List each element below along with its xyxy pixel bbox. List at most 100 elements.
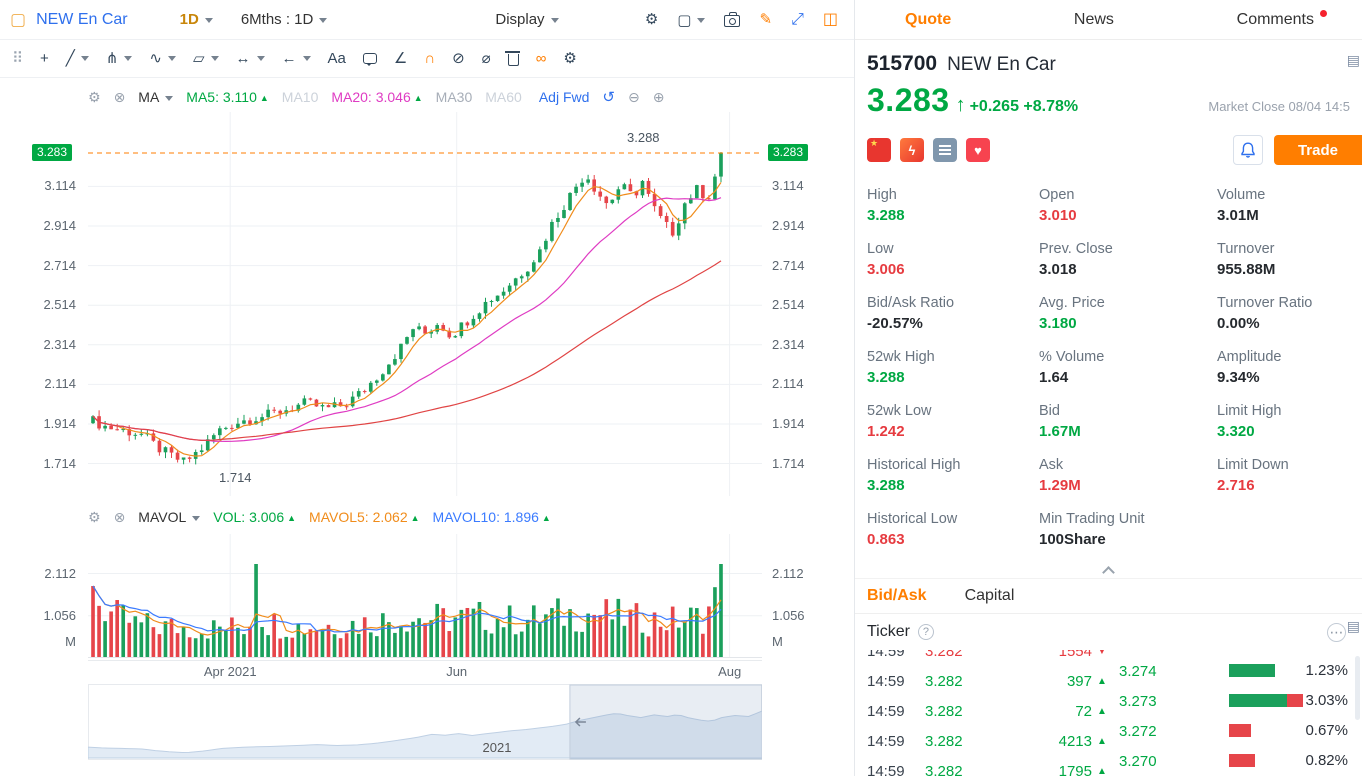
- wave-tool-icon[interactable]: ∿: [149, 51, 176, 66]
- indicator-settings-icon[interactable]: ⚙: [88, 508, 101, 525]
- trade-button[interactable]: Trade: [1273, 135, 1362, 165]
- mavol-selector[interactable]: MAVOL: [138, 509, 201, 525]
- arrow-tool-icon[interactable]: ←: [282, 51, 311, 66]
- star-icon: ★: [870, 138, 879, 148]
- pattern-tool-icon[interactable]: ▱: [193, 51, 219, 66]
- continuous-drawing-icon: ⊘: [452, 50, 465, 67]
- undo-icon[interactable]: ↺: [602, 88, 615, 106]
- drag-handle-icon[interactable]: ⠿: [12, 51, 23, 66]
- bell-icon: [1241, 142, 1255, 158]
- tab-news[interactable]: News: [1073, 10, 1114, 28]
- level-bar: [1229, 754, 1348, 768]
- lightning-icon[interactable]: ϟ: [900, 138, 924, 162]
- layout-select-icon[interactable]: ▢: [677, 11, 706, 29]
- range-select[interactable]: 6Mths : 1D: [241, 11, 328, 28]
- price-chart-area: 3.288 1.714 3.114 3.114 2.914 2.914 2.714 2.71…: [0, 112, 854, 496]
- trade-price: 3.282: [925, 732, 963, 750]
- drawing-settings-icon[interactable]: ⚙: [563, 51, 576, 66]
- trendline-tool-icon[interactable]: ╱: [66, 51, 89, 66]
- move-tool-icon[interactable]: +: [40, 51, 49, 66]
- scrollbar[interactable]: [1355, 656, 1360, 720]
- continuous-drawing-icon[interactable]: ⊘: [452, 51, 465, 66]
- zoom-out-icon[interactable]: ⊖: [627, 88, 640, 105]
- trade-time: 14:59: [867, 672, 905, 690]
- ma-selector[interactable]: MA: [138, 89, 174, 105]
- pattern-tool-icon: ▱: [192, 50, 205, 67]
- document-icon[interactable]: [933, 138, 957, 162]
- adj-fwd-link[interactable]: Adj Fwd: [538, 89, 590, 105]
- stat-low: Low 3.006: [867, 238, 1039, 292]
- workspace-icon[interactable]: ▢: [10, 10, 27, 29]
- pencil-icon[interactable]: ✎: [759, 11, 773, 28]
- pitchfork-tool-icon[interactable]: ⋔: [106, 51, 133, 66]
- candlestick-chart[interactable]: 3.288 1.714: [88, 112, 762, 496]
- level-price: 3.273: [1119, 692, 1157, 710]
- volume-chart[interactable]: [88, 534, 762, 658]
- indicator-mavol10[interactable]: MAVOL10: 1.896 ▲: [433, 509, 551, 525]
- interval-select[interactable]: 1D: [180, 11, 213, 28]
- indicator-vol[interactable]: VOL: 3.006 ▲: [213, 509, 296, 525]
- indicator-ma5[interactable]: MA5: 3.110 ▲: [186, 89, 268, 105]
- trade-row: 14:59 3.282 1554 ▼: [855, 650, 1113, 666]
- indicator-close-icon[interactable]: ⊗: [113, 88, 126, 105]
- indicator-close-icon[interactable]: ⊗: [113, 508, 126, 525]
- stat-min-trading-unit: Min Trading Unit 100Share: [1039, 508, 1217, 562]
- indicator-ma20[interactable]: MA20: 3.046 ▲: [331, 89, 422, 105]
- indicator-text: MA30: [435, 89, 473, 105]
- stat-historical-low: Historical Low 0.863: [867, 508, 1039, 562]
- camera-icon[interactable]: [724, 12, 741, 27]
- trade-volume: 1554: [1058, 650, 1092, 660]
- expand-icon[interactable]: ⤢: [791, 10, 804, 28]
- zoom-in-icon[interactable]: ⊕: [652, 88, 665, 105]
- favorite-heart-icon[interactable]: ♥: [966, 138, 990, 162]
- drag-handle-icon: ⠿: [12, 50, 23, 67]
- tab-bid-ask[interactable]: Bid/Ask: [867, 587, 927, 604]
- stat-limit-down: Limit Down 2.716: [1217, 454, 1362, 508]
- settings-gear-icon[interactable]: ⚙: [644, 11, 659, 28]
- indicator-text: MA60: [485, 89, 522, 105]
- expand-sidebar-icon[interactable]: ▤: [1346, 52, 1360, 68]
- indicator-text: VOL: 3.006: [213, 509, 285, 525]
- indicator-ma30[interactable]: MA30: [436, 89, 473, 105]
- chart-navigator[interactable]: 2021: [88, 684, 762, 760]
- delete-drawings-icon[interactable]: [505, 51, 521, 66]
- trade-volume: 4213: [1058, 732, 1092, 750]
- level-row: 3.272 0.67%: [1113, 716, 1354, 746]
- collapse-stats-button[interactable]: [855, 562, 1362, 579]
- tab-comments[interactable]: Comments: [1237, 9, 1327, 29]
- current-price-tag: 3.283: [32, 143, 73, 161]
- navigator-left-handle-icon: [574, 717, 586, 727]
- symbol-label[interactable]: NEW En Car: [36, 10, 128, 28]
- more-options-icon[interactable]: ⋯: [1327, 622, 1346, 642]
- up-arrow-icon: ▲: [1097, 735, 1107, 747]
- help-icon[interactable]: ?: [917, 624, 934, 640]
- quote-panel: Quote News Comments 515700 NEW En Car 3.…: [855, 0, 1362, 776]
- indicator-mavol5[interactable]: MAVOL5: 2.062 ▲: [309, 509, 420, 525]
- y-axis-label: 2.114: [44, 376, 76, 392]
- comment-tool-icon[interactable]: [362, 53, 377, 66]
- indicator-ma10[interactable]: MA10: [282, 89, 319, 105]
- magnet-tool-icon[interactable]: ∩: [424, 51, 435, 66]
- text-tool-icon[interactable]: Aa: [328, 51, 346, 66]
- hide-drawings-icon[interactable]: ⌀: [482, 51, 491, 66]
- expand-ticker-icon[interactable]: ▤: [1346, 618, 1360, 634]
- angle-tool-icon[interactable]: ∠: [394, 51, 407, 66]
- level-row: 3.273 3.03%: [1113, 686, 1354, 716]
- tab-capital[interactable]: Capital: [964, 587, 1015, 604]
- stat-label: Turnover: [1217, 241, 1275, 257]
- stat-label: Prev. Close: [1039, 241, 1113, 257]
- alert-bell-button[interactable]: [1232, 135, 1263, 165]
- trade-row: 14:59 3.282 1795 ▲: [855, 756, 1113, 776]
- panel-toggle-icon[interactable]: ◫: [822, 10, 838, 28]
- tab-quote[interactable]: Quote: [905, 10, 952, 28]
- trades-list: 14:59 3.282 1554 ▼ 14:59 3.282 397 ▲ 14:59 3.282 7…: [855, 650, 1113, 776]
- indicator-settings-icon[interactable]: ⚙: [88, 88, 101, 105]
- indicator-ma60[interactable]: MA60: [485, 89, 522, 105]
- stat-value: 1.242: [867, 423, 905, 440]
- display-select[interactable]: Display: [495, 11, 559, 28]
- object-tree-icon[interactable]: ∞: [536, 51, 547, 66]
- stat-52wk-high: 52wk High 3.288: [867, 346, 1039, 400]
- stat-label: Ask: [1039, 457, 1064, 473]
- y-axis-label: 2.914: [772, 218, 805, 233]
- horizontal-line-tool-icon[interactable]: ↔: [236, 51, 265, 66]
